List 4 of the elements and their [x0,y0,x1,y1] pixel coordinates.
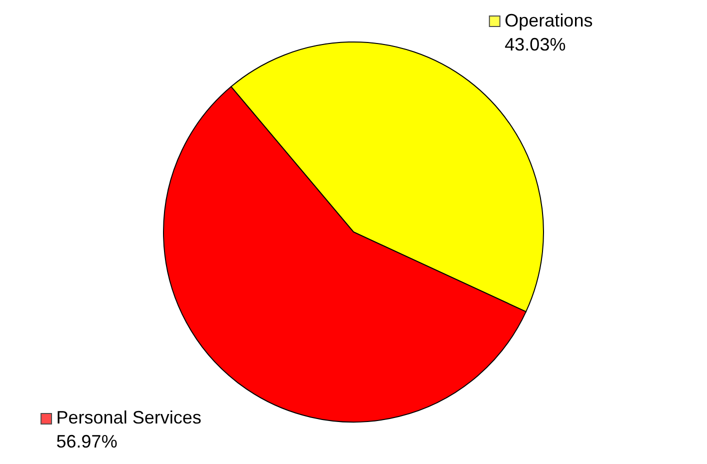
data-label: 56.97% [56,432,118,452]
legend-label: Personal Services [56,408,202,428]
data-label: 43.03% [504,34,566,54]
legend-label: Operations [504,10,593,30]
